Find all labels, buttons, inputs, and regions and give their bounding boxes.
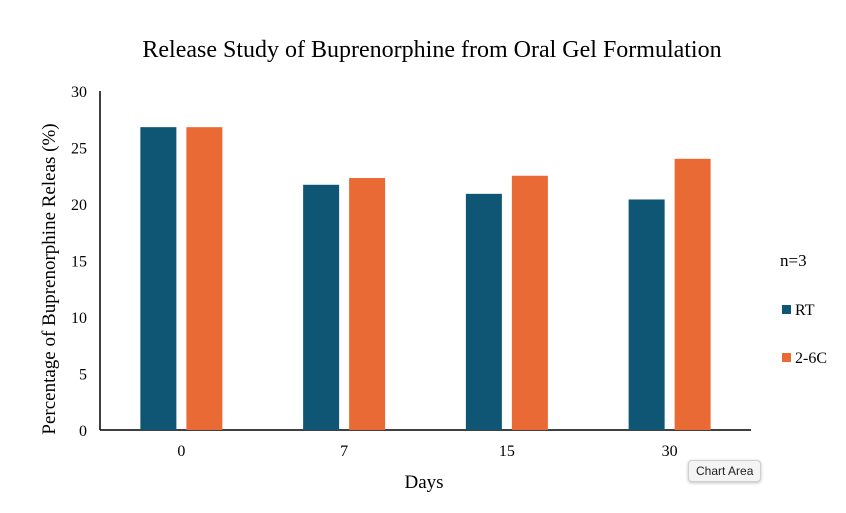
legend-swatch-2-6c [782, 353, 791, 362]
y-axis-label: Percentage of Buprenorphine Releas (%) [39, 123, 60, 434]
y-tick-label: 0 [79, 423, 87, 440]
x-tick-label: 15 [499, 443, 515, 460]
bar-rt-day-15 [465, 193, 502, 430]
legend-title: n=3 [780, 251, 807, 270]
x-tick-label: 7 [340, 443, 348, 460]
legend: n=3 RT 2-6C [780, 251, 827, 367]
legend-label: RT [795, 302, 815, 319]
y-tick-label: 10 [71, 310, 87, 327]
y-tick-label: 25 [71, 141, 87, 158]
y-tick-label: 15 [71, 254, 87, 271]
chart-area-tooltip: Chart Area [688, 460, 762, 482]
bar-rt-day-7 [303, 184, 340, 430]
bars [140, 127, 711, 431]
bar-2-6c-day-30 [674, 158, 711, 431]
x-tick-labels: 0 7 15 30 [177, 443, 677, 460]
y-tick-label: 5 [79, 367, 87, 384]
bar-2-6c-day-7 [349, 178, 386, 430]
x-tick-label: 30 [662, 443, 678, 460]
y-tick-label: 20 [71, 197, 87, 214]
y-tick-labels: 0 5 10 15 20 25 30 [71, 84, 87, 440]
bar-rt-day-30 [628, 199, 665, 430]
bar-rt-day-0 [140, 127, 177, 430]
x-tick-label: 0 [177, 443, 185, 460]
legend-swatch-rt [782, 305, 791, 314]
y-tick-label: 30 [71, 84, 87, 101]
legend-label: 2-6C [795, 350, 827, 367]
chart-title: Release Study of Buprenorphine from Oral… [142, 37, 721, 63]
bar-2-6c-day-15 [511, 175, 548, 430]
bar-2-6c-day-0 [186, 127, 223, 430]
x-axis-label: Days [404, 472, 443, 493]
